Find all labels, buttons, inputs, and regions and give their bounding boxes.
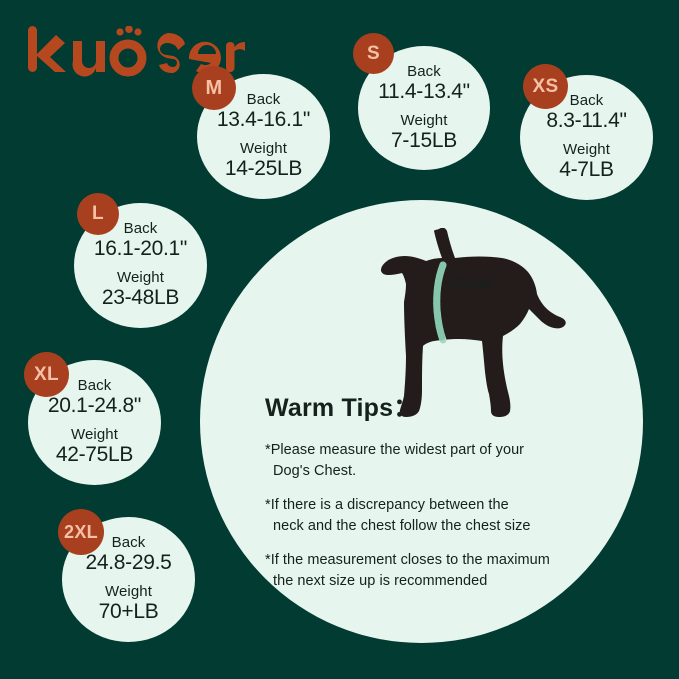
chest-measurement-label: Chest	[447, 273, 493, 292]
weight-label: Weight	[562, 141, 610, 158]
weight-label: Weight	[116, 269, 164, 286]
weight-value: 70+LB	[98, 600, 159, 624]
weight-value: 7-15LB	[391, 128, 457, 152]
back-label: Back	[123, 220, 158, 238]
brand-logo	[26, 26, 246, 78]
weight-value: 23-48LB	[101, 286, 180, 310]
weight-label: Weight	[70, 426, 118, 443]
warm-tips-block: Warm Tips： *Please measure the widest pa…	[265, 388, 605, 592]
back-label: Back	[246, 91, 281, 109]
size-badge-xl[interactable]: XL	[24, 352, 69, 397]
warm-tip-item: *Please measure the widest part of your …	[265, 442, 525, 480]
back-value: 24.8-29.5	[85, 551, 172, 575]
size-badge-xs[interactable]: XS	[523, 64, 568, 109]
size-badge-l[interactable]: L	[77, 193, 119, 235]
size-bubble-m[interactable]: Back 13.4-16.1" Weight 14-25LB	[197, 74, 330, 199]
warm-tip-item: *If the measurement closes to the maximu…	[265, 552, 550, 590]
weight-label: Weight	[239, 140, 287, 157]
weight-label: Weight	[400, 111, 448, 129]
back-value: 20.1-24.8"	[47, 394, 142, 418]
warm-tip-item: *If there is a discrepancy between the n…	[265, 497, 531, 535]
weight-label: Weight	[104, 583, 152, 600]
back-value: 8.3-11.4"	[546, 109, 627, 133]
back-label: Back	[407, 62, 441, 80]
warm-tips-title: Warm Tips：	[265, 394, 419, 422]
weight-value: 4-7LB	[559, 158, 614, 182]
dog-silhouette-icon	[343, 228, 593, 428]
weight-value: 14-25LB	[224, 157, 303, 181]
back-value: 11.4-13.4"	[378, 79, 470, 103]
size-badge-2xl[interactable]: 2XL	[58, 509, 104, 555]
back-label: Back	[569, 92, 604, 110]
size-bubble-l[interactable]: Back 16.1-20.1" Weight 23-48LB	[74, 203, 207, 328]
back-label: Back	[77, 377, 112, 395]
size-badge-s[interactable]: S	[353, 33, 394, 74]
back-label: Back	[111, 534, 146, 552]
back-value: 16.1-20.1"	[93, 237, 188, 261]
back-value: 13.4-16.1"	[216, 108, 311, 132]
weight-value: 42-75LB	[55, 443, 134, 467]
size-badge-m[interactable]: M	[192, 66, 236, 110]
